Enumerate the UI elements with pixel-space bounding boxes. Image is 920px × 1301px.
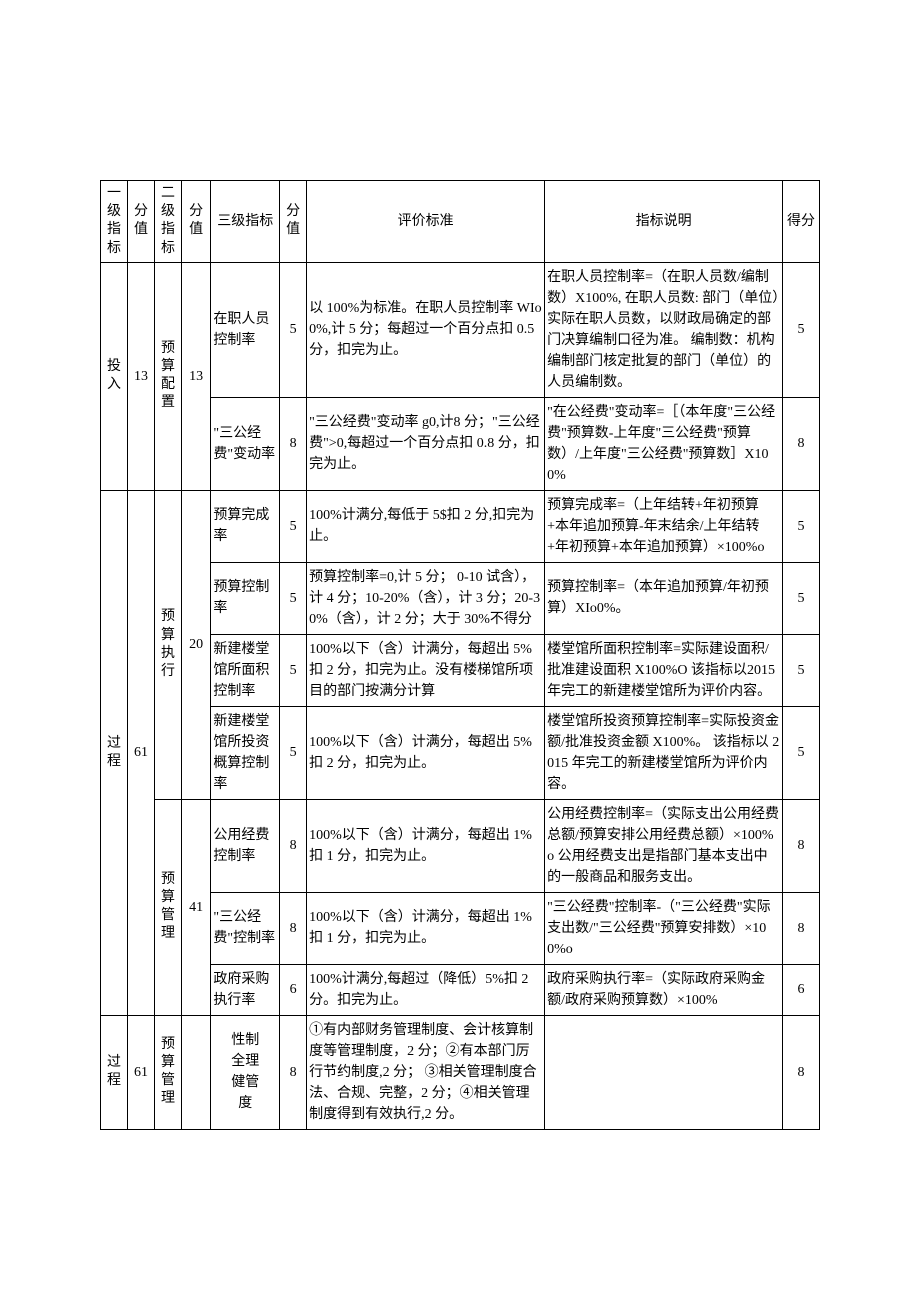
col-criteria: 评价标准 [307,181,545,263]
lvl3-cell: 公用经费控制率 [211,799,280,892]
col-lvl1-score: 分值 [127,181,154,263]
col-desc: 指标说明 [545,181,783,263]
lvl3-cell: "三公经费"控制率 [211,892,280,964]
lvl3-cell: 新建楼堂馆所面积控制率 [211,634,280,706]
desc-cell: 楼堂馆所面积控制率=实际建设面积/批准建设面积 X100%O 该指标以2015 … [545,634,783,706]
lvl3-score-cell: 5 [280,262,307,397]
lvl3-cell: 在职人员控制率 [211,262,280,397]
score-cell: 8 [783,397,820,490]
evaluation-table: 一级指标 分值 二级指标 分值 三级指标 分值 评价标准 指标说明 得分 投入 … [100,180,820,1130]
score-cell: 6 [783,964,820,1015]
desc-cell: 公用经费控制率=（实际支出公用经费总额/预算安排公用经费总额）×100%o 公用… [545,799,783,892]
lvl1-cell: 过程 [101,490,128,1015]
desc-cell: 在职人员控制率=（在职人员数/编制数）X100%, 在职人员数: 部门（单位）实… [545,262,783,397]
lvl2-cell: 预算管理 [154,1015,181,1129]
score-cell: 5 [783,262,820,397]
score-cell: 5 [783,490,820,562]
lvl3-score-cell: 8 [280,397,307,490]
lvl1-score-cell: 61 [127,1015,154,1129]
lvl2-score-cell [181,1015,210,1129]
lvl3-score-cell: 8 [280,892,307,964]
col-lvl2-score: 分值 [181,181,210,263]
lvl3-cell: 新建楼堂馆所投资概算控制率 [211,706,280,799]
desc-cell: 预算完成率=（上年结转+年初预算+本年追加预算-年末结余/上年结转+年初预算+本… [545,490,783,562]
lvl3-score-cell: 5 [280,634,307,706]
lvl2-score-cell: 13 [181,262,210,490]
desc-cell: 政府采购执行率=（实际政府采购金额/政府采购预算数）×100% [545,964,783,1015]
criteria-cell: ①有内部财务管理制度、会计核算制度等管理制度，2 分；②有本部门厉行节约制度,2… [307,1015,545,1129]
score-cell: 5 [783,562,820,634]
col-lvl3: 三级指标 [211,181,280,263]
lvl3-cell: 预算完成率 [211,490,280,562]
desc-cell [545,1015,783,1129]
score-cell: 5 [783,706,820,799]
header-row: 一级指标 分值 二级指标 分值 三级指标 分值 评价标准 指标说明 得分 [101,181,820,263]
criteria-cell: 100%以下（含）计满分，每超出 5%扣 2 分，扣完为止。没有楼梯馆所项目的部… [307,634,545,706]
lvl2-cell: 预算执行 [154,490,181,799]
lvl2-score-cell: 41 [181,799,210,1015]
table-row: 过程 61 预算执行 20 预算完成率 5 100%计满分,每低于 5$扣 2 … [101,490,820,562]
score-cell: 5 [783,634,820,706]
criteria-cell: 100%计满分,每超过（降低）5%扣 2 分。扣完为止。 [307,964,545,1015]
desc-cell: 楼堂馆所投资预算控制率=实际投资金额/批准投资金额 X100%。 该指标以 20… [545,706,783,799]
lvl1-score-cell: 61 [127,490,154,1015]
score-cell: 8 [783,1015,820,1129]
lvl3-cell: 政府采购执行率 [211,964,280,1015]
lvl3-score-cell: 5 [280,490,307,562]
lvl3-score-cell: 8 [280,799,307,892]
lvl3-score-cell: 6 [280,964,307,1015]
lvl3-score-cell: 5 [280,706,307,799]
lvl3-score-cell: 5 [280,562,307,634]
score-cell: 8 [783,892,820,964]
table-row: 预算管理 41 公用经费控制率 8 100%以下（含）计满分，每超出 1%扣 1… [101,799,820,892]
lvl2-cell: 预算管理 [154,799,181,1015]
lvl3-cell: "三公经费"变动率 [211,397,280,490]
lvl2-score-cell: 20 [181,490,210,799]
lvl3-cell: 预算控制率 [211,562,280,634]
table-row: 投入 13 预算配置 13 在职人员控制率 5 以 100%为标准。在职人员控制… [101,262,820,397]
col-score: 得分 [783,181,820,263]
criteria-cell: 以 100%为标准。在职人员控制率 WIo0%,计 5 分；每超过一个百分点扣 … [307,262,545,397]
criteria-cell: 预算控制率=0,计 5 分； 0-10 试含），计 4 分；10-20%（含），… [307,562,545,634]
col-lvl1: 一级指标 [101,181,128,263]
lvl1-cell: 过程 [101,1015,128,1129]
lvl2-cell: 预算配置 [154,262,181,490]
col-lvl3-score: 分值 [280,181,307,263]
score-cell: 8 [783,799,820,892]
col-lvl2: 二级指标 [154,181,181,263]
lvl3-score-cell: 8 [280,1015,307,1129]
desc-cell: "在公经费"变动率=［（本年度"三公经费"预算数-上年度"三公经费"预算数）/上… [545,397,783,490]
lvl1-cell: 投入 [101,262,128,490]
lvl3-cell: 性制 全理 健管 度 [211,1015,280,1129]
criteria-cell: 100%以下（含）计满分，每超出 1%扣 1 分，扣完为止。 [307,892,545,964]
table-row: 过程 61 预算管理 性制 全理 健管 度 8 ①有内部财务管理制度、会计核算制… [101,1015,820,1129]
desc-cell: "三公经费"控制率-（"三公经费"实际支出数/"三公经费"预算安排数）×100%… [545,892,783,964]
criteria-cell: "三公经费"变动率 g0,计8 分；"三公经费">0,每超过一个百分点扣 0.8… [307,397,545,490]
desc-cell: 预算控制率=（本年追加预算/年初预算）XIo0%。 [545,562,783,634]
criteria-cell: 100%以下（含）计满分，每超出 1%扣 1 分，扣完为止。 [307,799,545,892]
criteria-cell: 100%计满分,每低于 5$扣 2 分,扣完为止。 [307,490,545,562]
lvl1-score-cell: 13 [127,262,154,490]
criteria-cell: 100%以下（含）计满分，每超出 5%扣 2 分，扣完为止。 [307,706,545,799]
